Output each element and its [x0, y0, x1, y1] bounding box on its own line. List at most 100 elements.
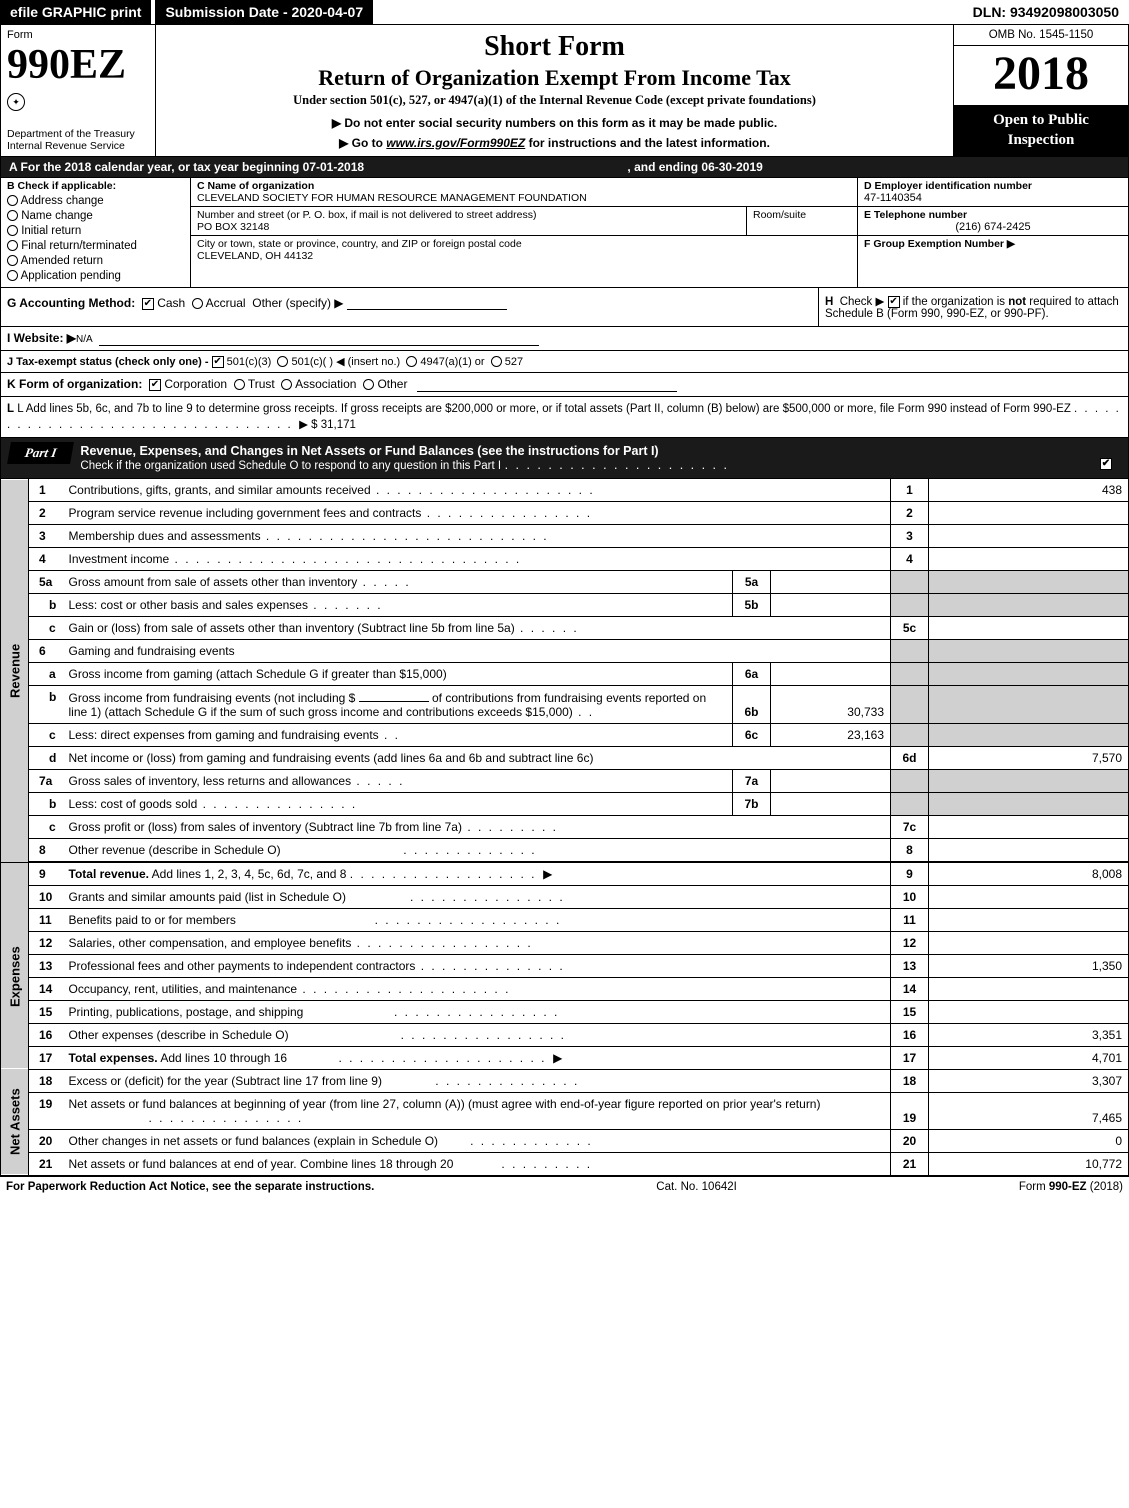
line-7c-val	[929, 815, 1129, 838]
open-public-inspection: Open to Public Inspection	[954, 105, 1128, 156]
irs-link[interactable]: www.irs.gov/Form990EZ	[386, 136, 525, 150]
part-i-header: Part I Revenue, Expenses, and Changes in…	[0, 438, 1129, 479]
revenue-side-label: Revenue	[1, 479, 29, 862]
cb-final-return[interactable]: Final return/terminated	[7, 240, 184, 252]
page-footer: For Paperwork Reduction Act Notice, see …	[0, 1176, 1129, 1197]
line-7b-val	[771, 792, 891, 815]
cb-4947[interactable]	[406, 356, 417, 367]
line-9: 9Total revenue. Add lines 1, 2, 3, 4, 5c…	[1, 862, 1129, 886]
footer-form: Form 990-EZ (2018)	[1019, 1181, 1123, 1193]
line-8: 8Other revenue (describe in Schedule O) …	[1, 838, 1129, 862]
section-c-org-info: C Name of organization CLEVELAND SOCIETY…	[191, 178, 858, 287]
ein: 47-1140354	[864, 192, 1122, 204]
cb-amended-return[interactable]: Amended return	[7, 255, 184, 267]
tax-year: 2018	[954, 46, 1128, 101]
cb-address-change[interactable]: Address change	[7, 195, 184, 207]
group-exemption-block: F Group Exemption Number ▶	[858, 236, 1128, 252]
line-2-val	[929, 501, 1129, 524]
line-6d-val: 7,570	[929, 746, 1129, 769]
irs-eagle-icon: ✦	[7, 93, 25, 111]
part-i-table: Revenue 1 Contributions, gifts, grants, …	[0, 479, 1129, 1176]
b-label: B Check if applicable:	[7, 180, 184, 192]
line-5a-val	[771, 570, 891, 593]
line-20-val: 0	[929, 1129, 1129, 1152]
line-7b: bLess: cost of goods sold . . . . . . . …	[1, 792, 1129, 815]
line-8-val	[929, 838, 1129, 862]
cb-name-change[interactable]: Name change	[7, 210, 184, 222]
line-16-val: 3,351	[929, 1023, 1129, 1046]
cb-not-required-sched-b[interactable]	[888, 296, 900, 308]
line-4-val	[929, 547, 1129, 570]
accounting-method: G Accounting Method: Cash Accrual Other …	[1, 288, 818, 326]
cb-association[interactable]	[281, 379, 292, 390]
line-5c: cGain or (loss) from sale of assets othe…	[1, 616, 1129, 639]
cb-corporation[interactable]	[149, 379, 161, 391]
form-label: Form	[1, 25, 155, 41]
line-5a: 5aGross amount from sale of assets other…	[1, 570, 1129, 593]
line-13-val: 1,350	[929, 954, 1129, 977]
cb-initial-return[interactable]: Initial return	[7, 225, 184, 237]
line-12: 12Salaries, other compensation, and empl…	[1, 931, 1129, 954]
org-name: CLEVELAND SOCIETY FOR HUMAN RESOURCE MAN…	[197, 192, 851, 204]
row-k-form-of-org: K Form of organization: Corporation Trus…	[0, 373, 1129, 397]
line-10: Expenses 10Grants and similar amounts pa…	[1, 885, 1129, 908]
line-6c: cLess: direct expenses from gaming and f…	[1, 723, 1129, 746]
phone: (216) 674-2425	[864, 221, 1122, 233]
line-7a-val	[771, 769, 891, 792]
line-6a-val	[771, 662, 891, 685]
line-20: 20Other changes in net assets or fund ba…	[1, 1129, 1129, 1152]
line-11-val	[929, 908, 1129, 931]
line-6d: dNet income or (loss) from gaming and fu…	[1, 746, 1129, 769]
line-4: 4Investment income . . . . . . . . . . .…	[1, 547, 1129, 570]
cb-501c[interactable]	[277, 356, 288, 367]
cb-accrual[interactable]	[192, 298, 203, 309]
schedule-b-check: H Check ▶ if the organization is not req…	[818, 288, 1128, 326]
block-b-through-f: B Check if applicable: Address change Na…	[0, 178, 1129, 288]
line-5b: bLess: cost or other basis and sales exp…	[1, 593, 1129, 616]
section-b-checkboxes: B Check if applicable: Address change Na…	[1, 178, 191, 287]
city-row: City or town, state or province, country…	[191, 236, 857, 264]
line-13: 13Professional fees and other payments t…	[1, 954, 1129, 977]
submission-date: Submission Date - 2020-04-07	[155, 0, 373, 24]
line-6b: b Gross income from fundraising events (…	[1, 685, 1129, 723]
cb-schedule-o-part1[interactable]	[1100, 458, 1112, 470]
line-6b-val: 30,733	[771, 685, 891, 723]
dln: DLN: 93492098003050	[963, 0, 1129, 24]
form-header: Form 990EZ ✦ Department of the Treasury …	[0, 25, 1129, 157]
row-j-tax-exempt: J Tax-exempt status (check only one) - 5…	[0, 351, 1129, 373]
line-1-val: 438	[929, 479, 1129, 502]
efile-label: efile GRAPHIC print	[0, 0, 151, 24]
website-val: N/A	[76, 334, 93, 345]
row-l-gross-receipts: L L Add lines 5b, 6c, and 7b to line 9 t…	[0, 397, 1129, 438]
instructions-link-line: ▶ Go to www.irs.gov/Form990EZ for instru…	[166, 136, 943, 150]
street-row: Number and street (or P. O. box, if mail…	[191, 207, 857, 236]
line-17-val: 4,701	[929, 1046, 1129, 1069]
line-14-val	[929, 977, 1129, 1000]
line-10-val	[929, 885, 1129, 908]
line-15-val	[929, 1000, 1129, 1023]
section-d-e-f: D Employer identification number 47-1140…	[858, 178, 1128, 287]
form-subtitle: Return of Organization Exempt From Incom…	[166, 65, 943, 91]
line-2: 2Program service revenue including gover…	[1, 501, 1129, 524]
cb-527[interactable]	[491, 356, 502, 367]
line-14: 14Occupancy, rent, utilities, and mainte…	[1, 977, 1129, 1000]
cb-501c3[interactable]	[212, 356, 224, 368]
line-1: Revenue 1 Contributions, gifts, grants, …	[1, 479, 1129, 502]
footer-left: For Paperwork Reduction Act Notice, see …	[6, 1181, 374, 1193]
part-i-title: Revenue, Expenses, and Changes in Net As…	[72, 442, 1128, 474]
header-right: OMB No. 1545-1150 2018 Open to Public In…	[953, 25, 1128, 156]
cb-cash[interactable]	[142, 298, 154, 310]
ein-block: D Employer identification number 47-1140…	[858, 178, 1128, 207]
line-21-val: 10,772	[929, 1152, 1129, 1175]
other-specify-input[interactable]	[347, 298, 507, 310]
line-15: 15Printing, publications, postage, and s…	[1, 1000, 1129, 1023]
cb-application-pending[interactable]: Application pending	[7, 270, 184, 282]
line-16: 16Other expenses (describe in Schedule O…	[1, 1023, 1129, 1046]
line-19-val: 7,465	[929, 1092, 1129, 1129]
cb-other-org[interactable]	[363, 379, 374, 390]
line-6: 6Gaming and fundraising events	[1, 639, 1129, 662]
form-title: Short Form	[166, 31, 943, 63]
room-suite-label: Room/suite	[753, 209, 851, 221]
form-number: 990EZ	[1, 41, 155, 89]
cb-trust[interactable]	[234, 379, 245, 390]
